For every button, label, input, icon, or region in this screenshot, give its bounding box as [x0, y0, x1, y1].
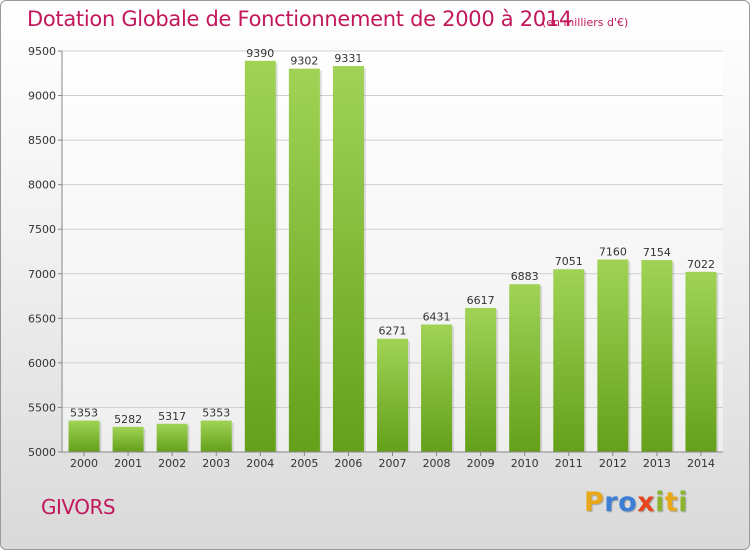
bar-2001: [112, 426, 144, 452]
x-tick-label-2001: 2001: [114, 457, 142, 470]
logo-letter: i: [678, 487, 689, 518]
chart-unit-note: (en milliers d'€): [542, 16, 629, 29]
data-label-2002: 5317: [158, 410, 186, 423]
bar-2010: [509, 284, 541, 452]
x-tick-label-2007: 2007: [379, 457, 407, 470]
bar-2008: [421, 324, 453, 452]
data-label-2006: 9331: [334, 52, 362, 65]
bar-2013: [641, 260, 673, 452]
proxiti-logo[interactable]: Proxiti: [584, 487, 688, 518]
bar-2009: [465, 307, 497, 452]
bar-2005: [288, 68, 320, 453]
x-tick-label-2014: 2014: [687, 457, 715, 470]
x-tick-label-2013: 2013: [643, 457, 671, 470]
x-tick-label-2010: 2010: [511, 457, 539, 470]
y-tick-label: 6000: [28, 357, 56, 370]
chart-title: Dotation Globale de Fonctionnement de 20…: [27, 7, 572, 31]
bar-2014: [685, 271, 717, 452]
data-label-2009: 6617: [467, 294, 495, 307]
y-tick-label: 8000: [28, 179, 56, 192]
data-label-2013: 7154: [643, 246, 671, 259]
data-label-2014: 7022: [687, 258, 715, 271]
bar-2004: [244, 60, 276, 453]
x-tick-label-2006: 2006: [334, 457, 362, 470]
data-label-2000: 5353: [70, 407, 98, 420]
x-tick-label-2011: 2011: [555, 457, 583, 470]
bar-2012: [597, 259, 629, 452]
x-tick-label-2004: 2004: [246, 457, 274, 470]
city-name: GIVORS: [41, 495, 116, 519]
data-label-2004: 9390: [246, 47, 274, 60]
data-label-2011: 7051: [555, 255, 583, 268]
x-tick-label-2008: 2008: [423, 457, 451, 470]
logo-letter: i: [655, 487, 665, 518]
logo-letter: P: [584, 487, 605, 518]
bar-2007: [377, 338, 408, 452]
y-tick-label: 5500: [28, 401, 56, 414]
x-tick-label-2005: 2005: [290, 457, 318, 470]
bar-2006: [332, 66, 364, 452]
bar-2002: [156, 423, 188, 452]
y-tick-label: 8500: [28, 134, 56, 147]
bar-2011: [553, 269, 585, 452]
y-tick-label: 7000: [28, 268, 56, 281]
x-tick-label-2009: 2009: [467, 457, 495, 470]
bar-2000: [68, 420, 100, 452]
data-label-2003: 5353: [202, 407, 230, 420]
y-tick-label: 9500: [28, 45, 56, 58]
logo-letter: r: [604, 487, 619, 518]
data-label-2008: 6431: [423, 310, 451, 323]
y-tick-label: 6500: [28, 312, 56, 325]
y-tick-label: 5000: [28, 446, 56, 459]
logo-letter: x: [637, 487, 656, 518]
x-tick-label-2012: 2012: [599, 457, 627, 470]
x-tick-label-2003: 2003: [202, 457, 230, 470]
x-tick-label-2002: 2002: [158, 457, 186, 470]
data-label-2005: 9302: [290, 55, 318, 68]
logo-letter: t: [664, 487, 679, 518]
data-label-2010: 6883: [511, 270, 539, 283]
data-label-2007: 6271: [379, 325, 407, 338]
x-tick-label-2000: 2000: [70, 457, 98, 470]
y-tick-label: 7500: [28, 223, 56, 236]
logo-letter: o: [618, 487, 638, 518]
data-label-2012: 7160: [599, 246, 627, 259]
y-tick-label: 9000: [28, 90, 56, 103]
bar-2003: [200, 420, 232, 452]
data-label-2001: 5282: [114, 413, 142, 426]
